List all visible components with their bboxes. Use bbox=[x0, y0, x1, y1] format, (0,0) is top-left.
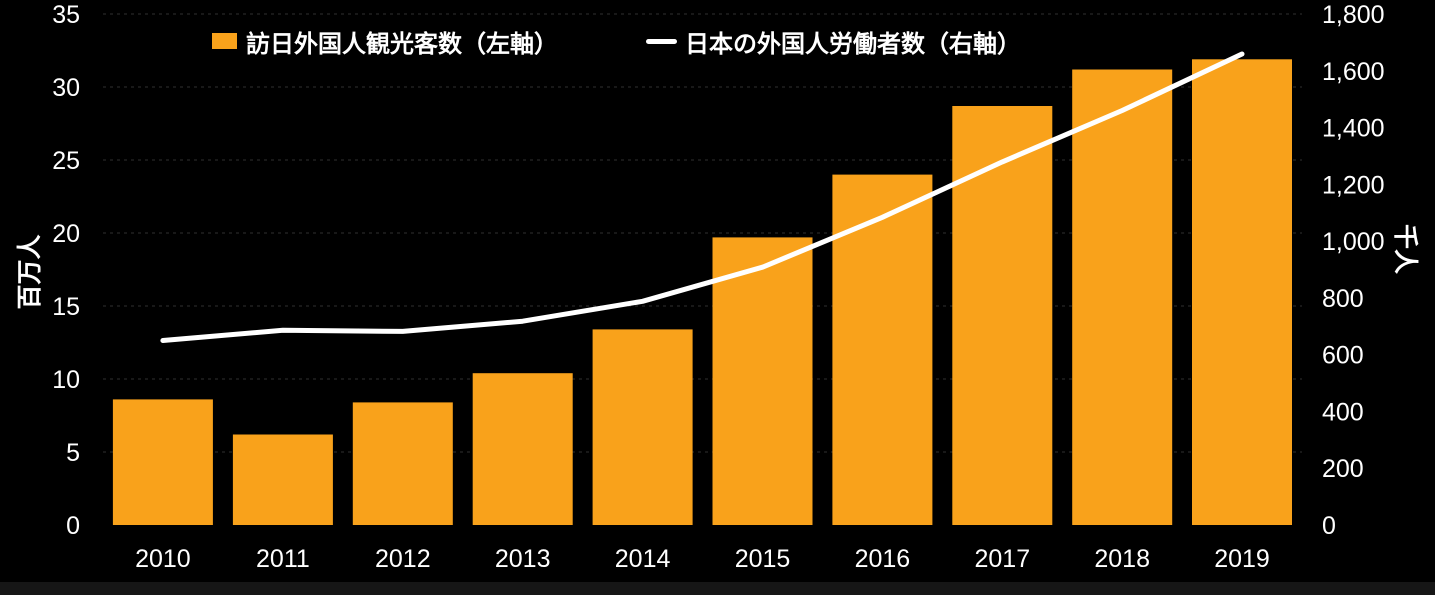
bar-2015 bbox=[712, 237, 813, 525]
left-axis-tick-25: 25 bbox=[52, 147, 80, 175]
line-foreign-workers bbox=[160, 51, 1245, 343]
right-axis-tick-0: 0 bbox=[1322, 512, 1336, 540]
bar-2019 bbox=[1192, 59, 1292, 526]
x-axis-label-2019: 2019 bbox=[1214, 545, 1270, 573]
right-axis-tick-1,800: 1,800 bbox=[1322, 1, 1385, 29]
x-axis-label-2015: 2015 bbox=[735, 545, 791, 573]
left-axis-title: 百万人 bbox=[16, 234, 44, 310]
x-axis-label-2018: 2018 bbox=[1094, 545, 1150, 573]
bottom-strip bbox=[0, 582, 1435, 595]
line-series-marker bbox=[646, 38, 677, 44]
bar-2010 bbox=[112, 399, 213, 525]
left-axis-tick-0: 0 bbox=[66, 512, 80, 540]
x-axis-label-2017: 2017 bbox=[974, 545, 1030, 573]
right-axis-tick-1,000: 1,000 bbox=[1322, 228, 1385, 256]
x-axis-label-2010: 2010 bbox=[135, 545, 191, 573]
x-axis-label-2012: 2012 bbox=[375, 545, 431, 573]
bar-2018 bbox=[1072, 69, 1173, 525]
right-axis-tick-1,200: 1,200 bbox=[1322, 171, 1385, 199]
x-axis-label-2013: 2013 bbox=[495, 545, 551, 573]
left-axis-tick-20: 20 bbox=[52, 220, 80, 248]
x-axis-label-2016: 2016 bbox=[855, 545, 911, 573]
x-axis-label-2014: 2014 bbox=[615, 545, 671, 573]
legend-item-visitors: 訪日外国人観光客数（左軸） bbox=[212, 28, 558, 58]
right-axis-tick-1,600: 1,600 bbox=[1322, 58, 1385, 86]
legend-label-workers: 日本の外国人労働者数（右軸） bbox=[685, 30, 1021, 58]
right-axis-title: 千人 bbox=[1391, 223, 1419, 274]
legend-label-visitors: 訪日外国人観光客数（左軸） bbox=[246, 30, 558, 58]
bar-2011 bbox=[232, 434, 333, 525]
bar-2013 bbox=[472, 373, 573, 525]
bar-series-swatch bbox=[212, 33, 237, 49]
left-axis-tick-5: 5 bbox=[66, 439, 80, 467]
bar-2012 bbox=[352, 402, 453, 525]
bar-2016 bbox=[832, 174, 933, 525]
left-axis-tick-10: 10 bbox=[52, 366, 80, 394]
x-axis-label-2011: 2011 bbox=[256, 545, 310, 573]
left-axis-tick-15: 15 bbox=[52, 293, 80, 321]
right-axis-tick-200: 200 bbox=[1322, 455, 1364, 483]
left-axis-tick-35: 35 bbox=[52, 1, 80, 29]
right-axis-tick-1,400: 1,400 bbox=[1322, 115, 1385, 143]
right-axis-tick-800: 800 bbox=[1322, 285, 1364, 313]
right-axis-tick-400: 400 bbox=[1322, 398, 1364, 426]
bar-2017 bbox=[952, 106, 1053, 525]
bar-2014 bbox=[592, 329, 693, 525]
left-axis-tick-30: 30 bbox=[52, 74, 80, 102]
right-axis-tick-600: 600 bbox=[1322, 342, 1364, 370]
legend-item-workers: 日本の外国人労働者数（右軸） bbox=[646, 28, 1021, 58]
